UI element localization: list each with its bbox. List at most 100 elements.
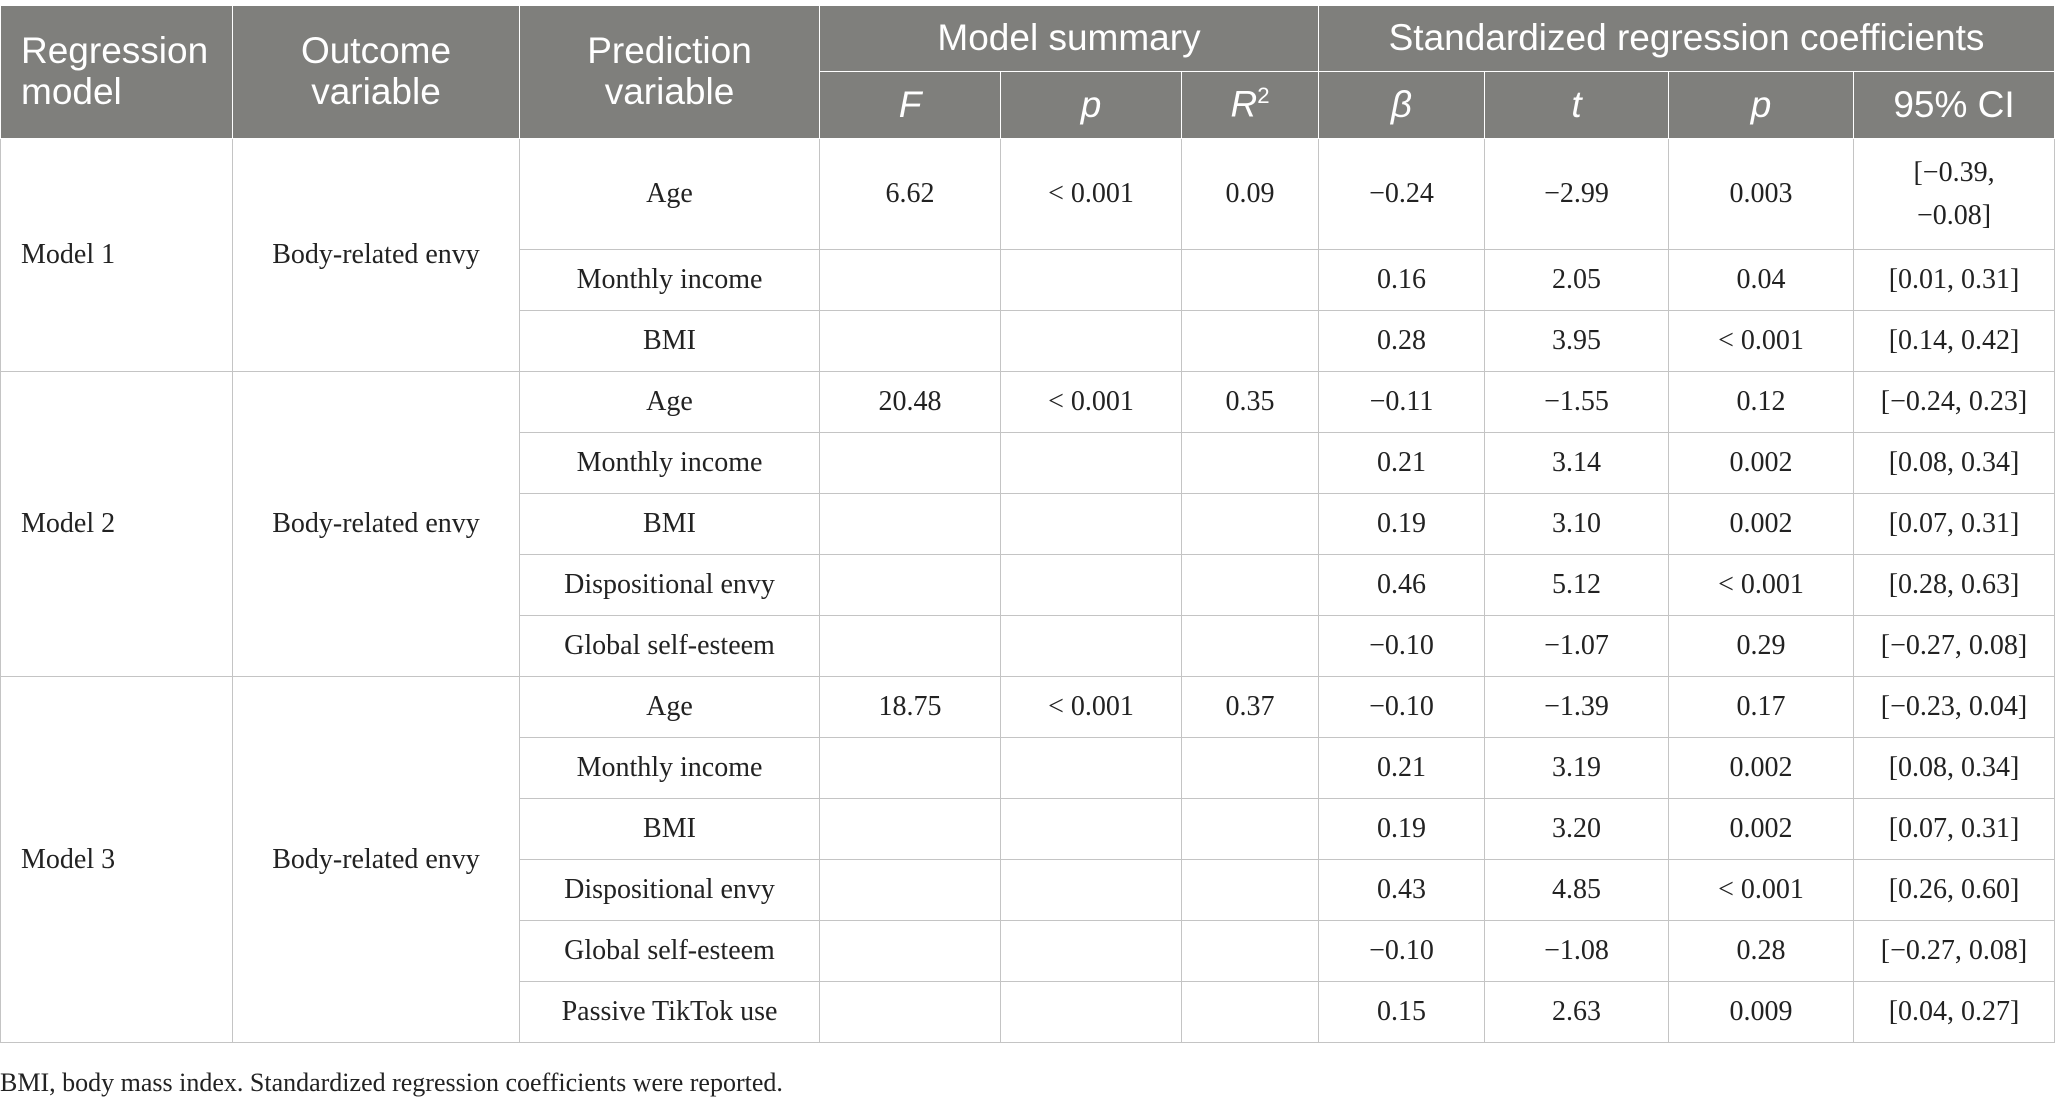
table-footnote: BMI, body mass index. Standardized regre… — [0, 1068, 783, 1097]
header-p: p — [1000, 71, 1182, 139]
beta-value: 0.19 — [1318, 798, 1485, 860]
header-model-summary: Model summary — [819, 5, 1319, 72]
ci-value: [0.26, 0.60] — [1852, 859, 2055, 921]
header-p-coef: p — [1668, 71, 1854, 139]
t-value: −1.55 — [1484, 371, 1669, 433]
coef-p-value: 0.009 — [1668, 981, 1854, 1043]
predictor: Age — [519, 676, 820, 738]
beta-value: −0.10 — [1318, 676, 1485, 738]
t-value: 2.63 — [1484, 981, 1669, 1043]
t-value: 3.14 — [1484, 432, 1669, 494]
table-row: BMI 0.28 3.95 < 0.001 [0.14, 0.42] — [1, 310, 2055, 372]
model-name: Model 3 — [0, 676, 233, 1043]
table-row: Model 1 Body-related envy Age 6.62 < 0.0… — [0, 138, 2055, 372]
header-regression-model: Regression model — [0, 5, 233, 139]
header-ci: 95% CI — [1852, 71, 2055, 139]
ci-value: [0.04, 0.27] — [1852, 981, 2055, 1043]
t-value: 3.10 — [1484, 493, 1669, 555]
regression-table: Regression model Outcome variable Predicti… — [0, 5, 2055, 1043]
header-outcome-variable: Outcome variable — [232, 5, 520, 139]
outcome-variable: Body-related envy — [232, 371, 520, 677]
p-value: < 0.001 — [1000, 371, 1182, 433]
predictor: Global self-esteem — [519, 920, 820, 982]
beta-value: 0.46 — [1318, 554, 1485, 616]
coef-p-value: 0.28 — [1668, 920, 1854, 982]
predictor: Passive TikTok use — [519, 981, 820, 1043]
header-beta: β — [1318, 71, 1485, 139]
coef-p-value: 0.002 — [1668, 493, 1854, 555]
ci-value: [−0.27, 0.08] — [1852, 920, 2055, 982]
r2-value: 0.09 — [1181, 138, 1319, 250]
beta-value: −0.10 — [1318, 920, 1485, 982]
beta-value: −0.10 — [1318, 615, 1485, 677]
ci-value: [0.07, 0.31] — [1852, 798, 2055, 860]
t-value: 3.19 — [1484, 737, 1669, 799]
t-value: 3.20 — [1484, 798, 1669, 860]
beta-value: −0.24 — [1318, 138, 1485, 250]
predictor: Global self-esteem — [519, 615, 820, 677]
beta-value: 0.28 — [1318, 310, 1485, 372]
predictor: BMI — [519, 798, 820, 860]
coef-p-value: 0.29 — [1668, 615, 1854, 677]
t-value: −2.99 — [1484, 138, 1669, 250]
beta-value: 0.21 — [1318, 737, 1485, 799]
beta-value: 0.21 — [1318, 432, 1485, 494]
t-value: 4.85 — [1484, 859, 1669, 921]
predictor: BMI — [519, 493, 820, 555]
p-value: < 0.001 — [1000, 676, 1182, 738]
beta-value: −0.11 — [1318, 371, 1485, 433]
ci-value: [0.08, 0.34] — [1852, 737, 2055, 799]
ci-value: [0.14, 0.42] — [1852, 310, 2055, 372]
ci-value: [0.07, 0.31] — [1852, 493, 2055, 555]
f-value: 18.75 — [819, 676, 1001, 738]
f-value: 20.48 — [819, 371, 1001, 433]
coef-p-value: 0.17 — [1668, 676, 1854, 738]
predictor: BMI — [519, 310, 820, 372]
t-value: 3.95 — [1484, 310, 1669, 372]
predictor: Monthly income — [519, 737, 820, 799]
t-value: −1.08 — [1484, 920, 1669, 982]
ci-value: [−0.24, 0.23] — [1852, 371, 2055, 433]
beta-value: 0.19 — [1318, 493, 1485, 555]
p-value: < 0.001 — [1000, 138, 1182, 250]
predictor: Dispositional envy — [519, 554, 820, 616]
predictor: Age — [519, 371, 820, 433]
predictor: Dispositional envy — [519, 859, 820, 921]
t-value: 2.05 — [1484, 249, 1669, 311]
coef-p-value: 0.12 — [1668, 371, 1854, 433]
beta-value: 0.15 — [1318, 981, 1485, 1043]
beta-value: 0.43 — [1318, 859, 1485, 921]
coef-p-value: < 0.001 — [1668, 859, 1854, 921]
header-f: F — [819, 71, 1001, 139]
table-row: Global self-esteem −0.10 −1.07 0.29 [−0.… — [1, 615, 2055, 677]
coef-p-value: 0.04 — [1668, 249, 1854, 311]
coef-p-value: 0.003 — [1668, 138, 1854, 250]
table-row: BMI 0.19 3.10 0.002 [0.07, 0.31] — [1, 493, 2055, 555]
ci-value: [0.08, 0.34] — [1852, 432, 2055, 494]
coef-p-value: < 0.001 — [1668, 310, 1854, 372]
coef-p-value: 0.002 — [1668, 798, 1854, 860]
t-value: −1.39 — [1484, 676, 1669, 738]
outcome-variable: Body-related envy — [232, 676, 520, 1043]
table-row: Dispositional envy 0.46 5.12 < 0.001 [0.… — [1, 554, 2055, 616]
t-value: 5.12 — [1484, 554, 1669, 616]
table-row: Model 3 Body-related envy Age 18.75 < 0.… — [0, 676, 2055, 1043]
ci-value: [−0.23, 0.04] — [1852, 676, 2055, 738]
model-name: Model 2 — [0, 371, 233, 677]
ci-value: [−0.27, 0.08] — [1852, 615, 2055, 677]
predictor: Monthly income — [519, 249, 820, 311]
ci-value: [−0.39, −0.08] — [1852, 138, 2055, 250]
coef-p-value: < 0.001 — [1668, 554, 1854, 616]
table-row: Passive TikTok use 0.15 2.63 0.009 [0.04… — [1, 981, 2055, 1043]
header-r2: R2 — [1181, 71, 1319, 139]
t-value: −1.07 — [1484, 615, 1669, 677]
ci-value: [0.01, 0.31] — [1852, 249, 2055, 311]
model-name: Model 1 — [0, 138, 233, 372]
r2-value: 0.37 — [1181, 676, 1319, 738]
beta-value: 0.16 — [1318, 249, 1485, 311]
coef-p-value: 0.002 — [1668, 737, 1854, 799]
header-t: t — [1484, 71, 1669, 139]
header-standardized-coefficients: Standardized regression coefficients — [1317, 5, 2055, 72]
outcome-variable: Body-related envy — [232, 138, 520, 372]
coef-p-value: 0.002 — [1668, 432, 1854, 494]
